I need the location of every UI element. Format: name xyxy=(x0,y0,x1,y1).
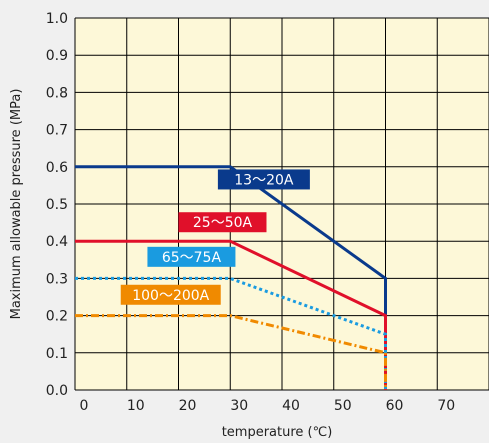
y-axis-ticks: 0.0 0.1 0.2 0.3 0.4 0.5 0.6 0.7 0.8 0.9 1.0 xyxy=(46,11,68,399)
x-tick-label: 20 xyxy=(179,398,197,414)
series-labels: 13〜20A 25〜50A 65〜75A 100〜200A xyxy=(120,169,310,305)
x-tick-label: 40 xyxy=(282,398,300,414)
series-line-3 xyxy=(75,314,387,390)
y-tick-label: 0.7 xyxy=(46,123,68,139)
x-axis-ticks: 0 10 20 30 40 50 60 70 xyxy=(80,398,456,414)
y-tick-label: 0.6 xyxy=(46,160,68,176)
y-tick-label: 0.8 xyxy=(46,85,68,101)
y-tick-label: 0.9 xyxy=(46,48,68,64)
x-tick-label: 0 xyxy=(80,398,89,414)
series-label-bg-0 xyxy=(217,169,310,190)
y-tick-label: 0.3 xyxy=(46,271,68,287)
y-tick-label: 0.2 xyxy=(46,309,68,325)
series-lines xyxy=(75,165,387,390)
x-axis-label: temperature (℃) xyxy=(222,425,333,440)
y-tick-label: 0.1 xyxy=(46,346,68,362)
x-tick-label: 70 xyxy=(437,398,455,414)
y-tick-label: 0.0 xyxy=(46,383,68,399)
x-tick-label: 50 xyxy=(334,398,352,414)
series-label-1: 25〜50A xyxy=(193,215,253,231)
grid xyxy=(74,17,489,391)
series-label-bg-2 xyxy=(147,246,236,267)
series-label-2: 65〜75A xyxy=(162,250,222,266)
y-axis-label: Maximum allowable pressure (MPa) xyxy=(9,89,24,320)
y-tick-label: 0.4 xyxy=(46,234,68,250)
series-label-0: 13〜20A xyxy=(234,172,294,188)
x-tick-label: 10 xyxy=(127,398,145,414)
x-tick-label: 30 xyxy=(230,398,248,414)
series-label-bg-1 xyxy=(178,212,267,233)
x-tick-label: 60 xyxy=(386,398,404,414)
series-label-3: 100〜200A xyxy=(132,288,209,304)
y-tick-label: 1.0 xyxy=(46,11,68,27)
y-tick-label: 0.5 xyxy=(46,197,68,213)
series-label-bg-3 xyxy=(120,284,221,305)
